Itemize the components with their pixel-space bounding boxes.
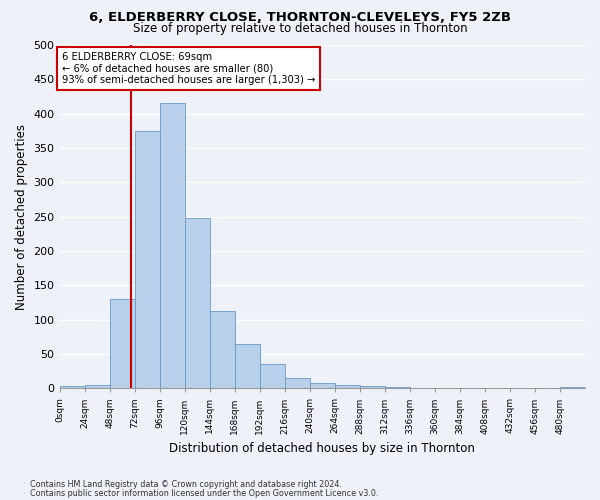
Text: 6 ELDERBERRY CLOSE: 69sqm
← 6% of detached houses are smaller (80)
93% of semi-d: 6 ELDERBERRY CLOSE: 69sqm ← 6% of detach… bbox=[62, 52, 315, 85]
Bar bbox=[110, 299, 134, 388]
Bar bbox=[360, 386, 385, 388]
Text: Size of property relative to detached houses in Thornton: Size of property relative to detached ho… bbox=[133, 22, 467, 35]
Text: Contains public sector information licensed under the Open Government Licence v3: Contains public sector information licen… bbox=[30, 489, 379, 498]
Bar bbox=[260, 364, 285, 388]
Bar bbox=[185, 218, 209, 388]
Bar bbox=[209, 312, 235, 388]
Bar bbox=[310, 383, 335, 388]
Bar bbox=[85, 385, 110, 388]
X-axis label: Distribution of detached houses by size in Thornton: Distribution of detached houses by size … bbox=[169, 442, 475, 455]
Text: Contains HM Land Registry data © Crown copyright and database right 2024.: Contains HM Land Registry data © Crown c… bbox=[30, 480, 342, 489]
Bar bbox=[59, 386, 85, 388]
Bar bbox=[235, 344, 260, 388]
Bar bbox=[285, 378, 310, 388]
Bar bbox=[134, 131, 160, 388]
Y-axis label: Number of detached properties: Number of detached properties bbox=[15, 124, 28, 310]
Bar bbox=[335, 385, 360, 388]
Bar bbox=[385, 387, 410, 388]
Bar bbox=[560, 387, 585, 388]
Bar bbox=[160, 104, 185, 389]
Text: 6, ELDERBERRY CLOSE, THORNTON-CLEVELEYS, FY5 2ZB: 6, ELDERBERRY CLOSE, THORNTON-CLEVELEYS,… bbox=[89, 11, 511, 24]
